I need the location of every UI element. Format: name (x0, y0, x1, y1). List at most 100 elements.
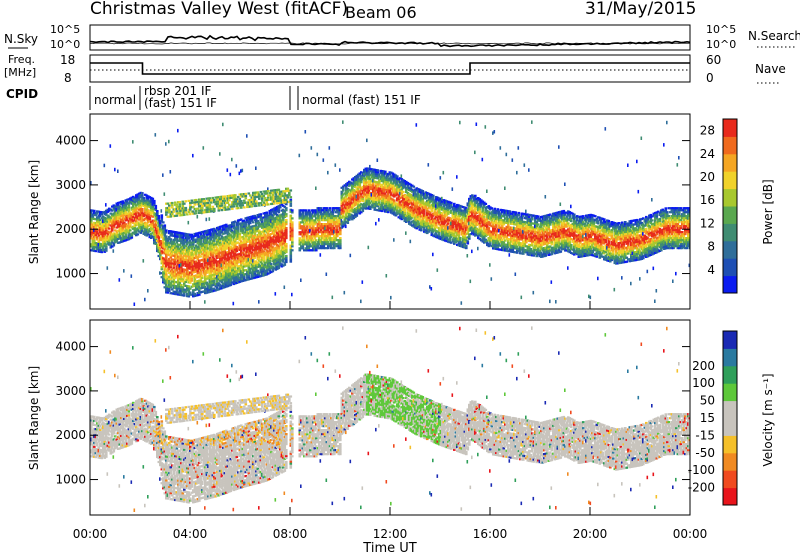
power-cell (118, 223, 122, 226)
power-cell (262, 242, 266, 245)
power-cell (345, 205, 348, 208)
power-cell (111, 229, 114, 232)
power-cell (261, 270, 264, 273)
power-cell (298, 223, 302, 226)
power-cell (451, 224, 455, 227)
power-cell (450, 201, 453, 204)
power-cell (192, 255, 195, 258)
power-cell (309, 217, 312, 220)
power-cell (207, 267, 210, 270)
power-cell (442, 217, 446, 220)
power-cell (111, 225, 114, 228)
power-cell (298, 247, 302, 250)
power-cell (112, 222, 116, 225)
power-cell (186, 255, 189, 258)
power-cell (369, 187, 372, 190)
freq-right-tick-top: 60 (706, 53, 721, 67)
power-cell (420, 205, 423, 208)
power-cell (358, 172, 362, 175)
power-cell (127, 232, 131, 235)
power-cell (253, 238, 257, 241)
power-cell (157, 243, 161, 246)
power-cell (214, 255, 218, 258)
power-cell (303, 223, 306, 226)
power-cell (274, 210, 278, 213)
power-cell (430, 217, 434, 221)
power-cell (216, 240, 219, 243)
power-cell (162, 261, 165, 264)
power-cell (120, 226, 123, 229)
power-cell (112, 204, 116, 207)
power-cell (283, 285, 286, 289)
power-cell (271, 248, 275, 251)
power-cell (198, 289, 201, 292)
power-cell (219, 231, 222, 234)
power-cell (186, 261, 189, 264)
power-cell (241, 279, 245, 282)
power-cell (321, 219, 324, 222)
power-cell (154, 238, 158, 241)
power-cell (423, 194, 426, 197)
power-cell (357, 209, 360, 212)
power-cell (115, 214, 119, 217)
power-cell (388, 207, 392, 210)
power-cell (385, 174, 389, 177)
power-cell (264, 265, 267, 268)
power-cell (268, 237, 272, 240)
power-cell (142, 198, 146, 202)
power-cell (369, 197, 372, 200)
power-cell (196, 262, 200, 265)
power-cell (276, 207, 279, 211)
power-cell (355, 178, 359, 181)
power-cell (220, 267, 224, 270)
power-cell (124, 233, 128, 236)
power-cell (307, 211, 311, 214)
power-cell (237, 275, 240, 278)
power-cell (358, 182, 362, 185)
power-cell (420, 229, 423, 232)
power-cell (366, 171, 369, 174)
power-cell (99, 236, 102, 239)
power-cell (331, 213, 335, 216)
power-cell (369, 201, 372, 204)
power-cell (147, 195, 150, 198)
power-cell (310, 231, 314, 234)
power-cell (114, 215, 117, 218)
power-cell (424, 229, 428, 232)
power-cell (361, 187, 365, 191)
power-cell (106, 240, 110, 243)
power-cell (142, 218, 146, 221)
power-cell (243, 233, 246, 236)
power-cell (193, 288, 197, 291)
power-cell (391, 184, 395, 187)
power-cell (306, 227, 309, 230)
power-cell (322, 227, 326, 230)
power-cell (105, 225, 108, 228)
power-cell (213, 237, 216, 240)
power-cell (435, 231, 438, 235)
power-cell (445, 220, 449, 223)
power-cell (433, 213, 437, 216)
power-cell (174, 233, 177, 236)
power-cell (163, 192, 166, 196)
power-cell (156, 212, 159, 215)
power-cell (249, 243, 252, 247)
power-cell (390, 175, 393, 178)
power-cell (298, 217, 302, 220)
power-cell (112, 234, 116, 237)
power-cell (91, 223, 95, 226)
power-cell (114, 239, 117, 242)
power-cell (279, 224, 282, 227)
power-cell (312, 219, 315, 222)
power-cell (136, 199, 140, 202)
power-cell (148, 234, 152, 237)
power-cell (379, 197, 383, 200)
power-cell (228, 260, 231, 263)
power-cell (100, 233, 104, 236)
power-cell (282, 216, 285, 219)
power-cell (228, 262, 231, 265)
power-cell (283, 209, 287, 213)
power-cell (124, 209, 128, 212)
power-cell (336, 215, 339, 218)
power-cell (160, 266, 164, 269)
